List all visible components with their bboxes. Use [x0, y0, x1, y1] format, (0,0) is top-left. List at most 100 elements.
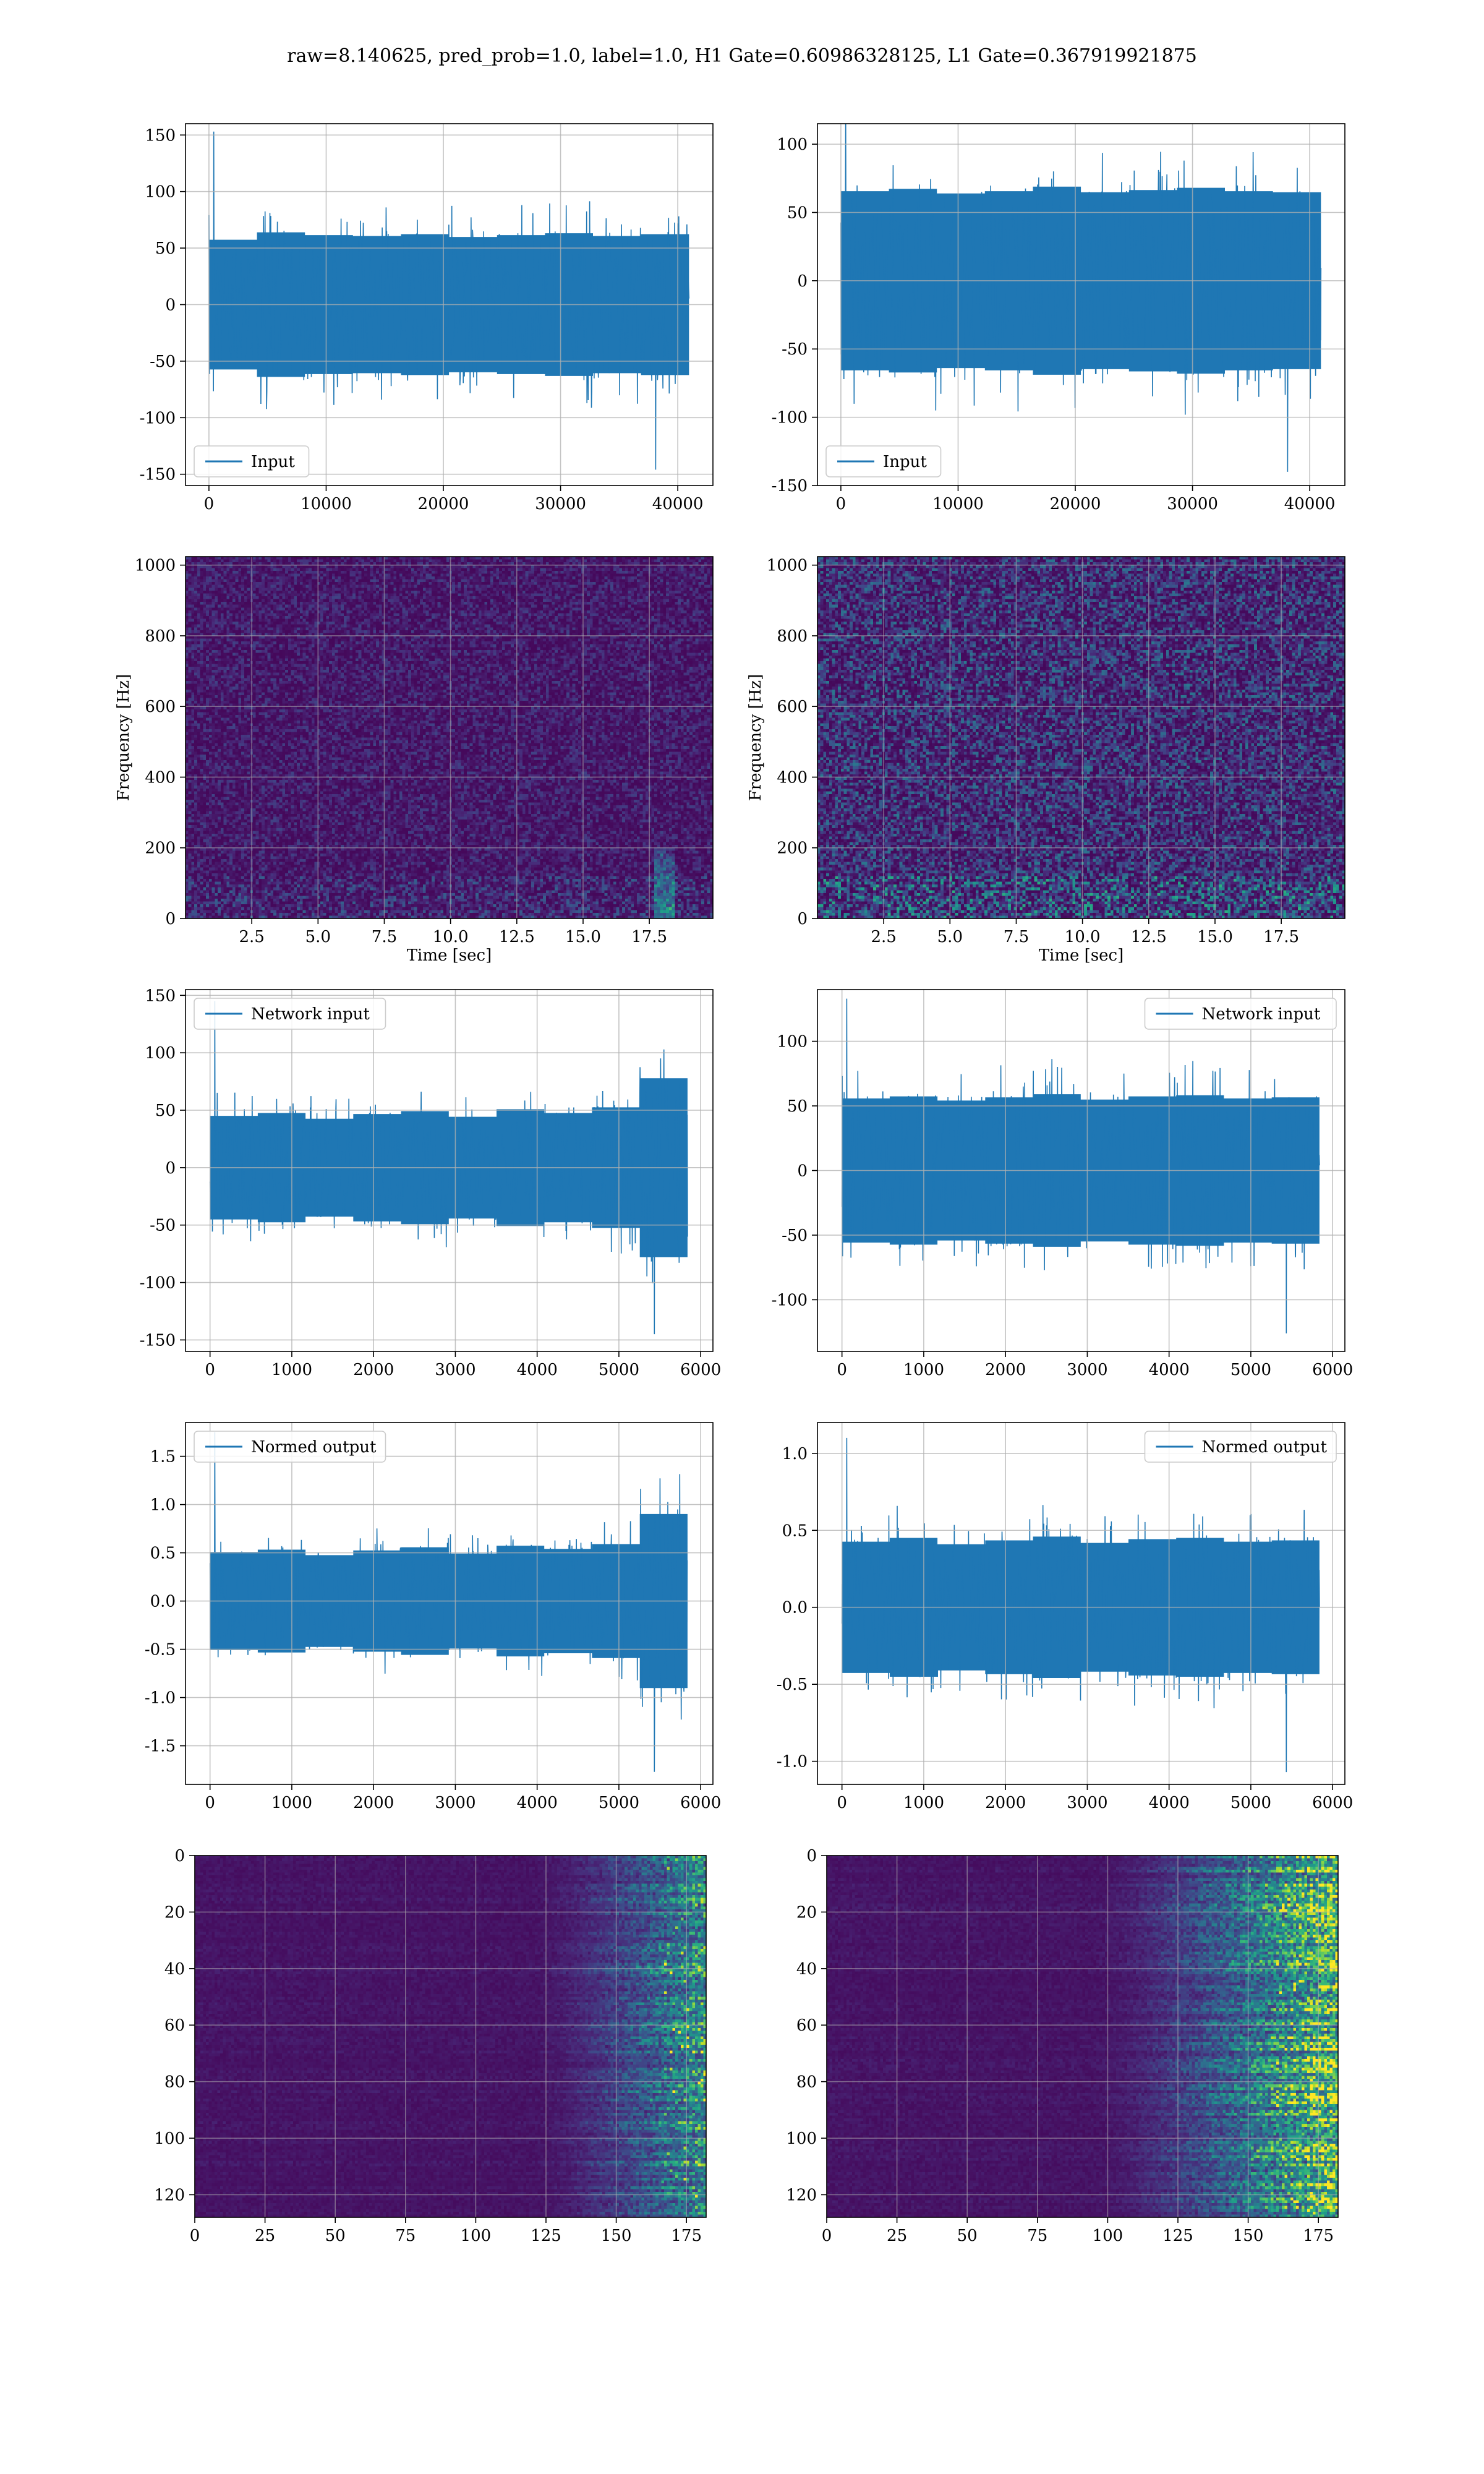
norm-l1-xtick-label-3: 3000	[1067, 1794, 1107, 1812]
input-h1-xtick-label-1: 10000	[301, 495, 352, 513]
input-l1-ytick-label-3: 0	[797, 272, 808, 291]
net-h1-xtick-label-3: 3000	[435, 1361, 475, 1379]
feat-l1-xtick-label-2: 50	[957, 2227, 978, 2245]
input-l1-ytick-label-0: -150	[772, 477, 808, 495]
input-l1-panel: 0 10000 20000 30000 40000 -150 -100 -50 0 50 100 In…	[772, 123, 1345, 513]
norm-l1-xtick-label-1: 1000	[903, 1794, 944, 1812]
feat-h1-xtick-label-4: 100	[461, 2227, 492, 2245]
norm-h1-ytick-label-3: 0.0	[150, 1593, 176, 1611]
net-h1-ytick-label-4: 50	[155, 1102, 176, 1120]
feat-l1-xtick-label-5: 125	[1162, 2227, 1193, 2245]
norm-l1-ytick-label-2: 0.0	[782, 1599, 808, 1617]
net-h1-xtick-label-2: 2000	[353, 1361, 394, 1379]
net-l1-ytick-label-1: -50	[782, 1226, 808, 1245]
net-h1-frame	[185, 989, 714, 1352]
spec-h1-ytick-label-1: 200	[145, 839, 176, 858]
feat-l1-xtick-label-4: 100	[1093, 2227, 1124, 2245]
norm-h1-ytick-label-4: 0.5	[150, 1544, 176, 1563]
spec-l1-xtick-label-5: 15.0	[1197, 928, 1233, 946]
feat-h1-frame	[194, 1855, 707, 2218]
spec-l1-image	[817, 557, 1345, 918]
net-l1-ytick-label-2: 0	[797, 1162, 808, 1181]
net-h1-panel: 0 1000 2000 3000 4000 5000 6000 -150 -100 -50 0 50 1…	[140, 987, 722, 1379]
spec-l1-ytick-label-2: 400	[777, 768, 808, 787]
input-h1-xtick-label-2: 20000	[418, 495, 469, 513]
spec-h1-ytick-label-3: 600	[145, 698, 176, 716]
input-h1-xtick-label-3: 30000	[535, 495, 586, 513]
net-h1-xtick-label-1: 1000	[271, 1361, 312, 1379]
norm-h1-ytick-label-5: 1.0	[150, 1496, 176, 1515]
feat-l1-ytick-label-0: 0	[806, 1847, 817, 1865]
feat-l1-ytick-label-6: 120	[786, 2186, 817, 2204]
net-l1-ytick-label-0: -100	[772, 1291, 808, 1309]
input-h1-series-line	[208, 131, 690, 470]
input-h1-xtick-label-0: 0	[204, 495, 215, 513]
net-l1-xtick-label-4: 4000	[1149, 1361, 1190, 1379]
input-h1-ytick-label-2: -50	[150, 353, 176, 371]
input-l1-xtick-label-1: 10000	[932, 495, 984, 513]
norm-l1-xtick-label-6: 6000	[1312, 1794, 1353, 1812]
spec-h1-xtick-label-3: 10.0	[433, 928, 469, 946]
net-l1-legend-label: Network input	[1202, 1005, 1321, 1024]
net-l1-ytick-label-4: 100	[777, 1033, 808, 1051]
norm-l1-panel: 0 1000 2000 3000 4000 5000 6000 -1.0 -0.5 0.0 0.5 1…	[777, 1422, 1353, 1812]
net-h1-ytick-label-6: 150	[145, 987, 176, 1005]
feat-h1-ytick-label-4: 80	[164, 2073, 185, 2092]
net-l1-xtick-label-3: 3000	[1067, 1361, 1107, 1379]
spec-h1-image	[186, 557, 713, 918]
spec-h1-xtick-label-5: 15.0	[565, 928, 601, 946]
spec-h1-xtick-label-2: 7.5	[372, 928, 397, 946]
norm-l1-ytick-label-3: 0.5	[782, 1522, 808, 1540]
norm-h1-ytick-label-0: -1.5	[145, 1737, 176, 1756]
net-h1-ytick-label-3: 0	[165, 1159, 176, 1178]
input-l1-legend-label: Input	[883, 453, 927, 471]
feat-l1-frame	[826, 1855, 1339, 2218]
net-l1-legend	[1144, 998, 1337, 1030]
spec-h1-ytick-label-4: 800	[145, 627, 176, 646]
norm-h1-ytick-label-1: -1.0	[145, 1689, 176, 1708]
feat-h1-xtick-label-5: 125	[531, 2227, 561, 2245]
feat-l1-xtick-label-1: 25	[887, 2227, 907, 2245]
net-h1-ytick-label-1: -100	[140, 1274, 176, 1293]
net-h1-xtick-label-6: 6000	[680, 1361, 721, 1379]
input-l1-xtick-label-0: 0	[836, 495, 846, 513]
feat-h1-panel: 0 25 50 75 100 125 150 175 0 20 40 60 80 100 120	[154, 1847, 707, 2245]
net-l1-xtick-label-5: 5000	[1230, 1361, 1271, 1379]
feat-h1-ytick-label-5: 100	[154, 2129, 185, 2148]
norm-l1-ytick-label-4: 1.0	[782, 1445, 808, 1463]
input-h1-ytick-label-3: 0	[165, 296, 176, 315]
spec-h1-ytick-label-5: 1000	[135, 557, 176, 575]
spec-l1-panel: 2.5 5.0 7.5 10.0 12.5 15.0 17.5 0 200 400 600 800 10…	[746, 556, 1345, 965]
net-h1-xtick-label-0: 0	[205, 1361, 215, 1379]
feat-l1-xtick-label-7: 175	[1303, 2227, 1334, 2245]
norm-h1-xtick-label-3: 3000	[435, 1794, 475, 1812]
spec-h1-ylabel: Frequency [Hz]	[114, 674, 133, 802]
feat-h1-image	[195, 1856, 706, 2217]
norm-h1-xtick-label-1: 1000	[271, 1794, 312, 1812]
norm-h1-ytick-label-2: -0.5	[145, 1641, 176, 1659]
input-l1-xtick-label-2: 20000	[1050, 495, 1101, 513]
spec-h1-panel: 2.5 5.0 7.5 10.0 12.5 15.0 17.5 0 200 400 600 800 10…	[114, 556, 714, 965]
net-l1-xtick-label-2: 2000	[985, 1361, 1026, 1379]
norm-h1-legend	[194, 1431, 386, 1463]
input-h1-xtick-label-4: 40000	[652, 495, 704, 513]
spec-l1-ylabel: Frequency [Hz]	[746, 674, 765, 802]
norm-h1-xtick-label-4: 4000	[517, 1794, 558, 1812]
spec-l1-ytick-label-1: 200	[777, 839, 808, 858]
net-l1-series-line	[841, 998, 1320, 1333]
feat-h1-xtick-label-6: 150	[601, 2227, 632, 2245]
net-h1-series-line	[209, 1001, 688, 1335]
net-h1-xtick-label-5: 5000	[599, 1361, 639, 1379]
spec-l1-ytick-label-0: 0	[797, 910, 808, 928]
spec-h1-ytick-label-2: 400	[145, 768, 176, 787]
norm-l1-legend-label: Normed output	[1202, 1438, 1328, 1457]
net-h1-legend-label: Network input	[251, 1005, 370, 1024]
norm-l1-xtick-label-2: 2000	[985, 1794, 1026, 1812]
input-l1-xtick-label-3: 30000	[1167, 495, 1218, 513]
norm-h1-xtick-label-6: 6000	[680, 1794, 721, 1812]
net-l1-xtick-label-1: 1000	[903, 1361, 944, 1379]
input-l1-ytick-label-1: -100	[772, 409, 808, 427]
net-l1-xtick-label-0: 0	[837, 1361, 847, 1379]
feat-h1-xtick-label-0: 0	[190, 2227, 200, 2245]
net-l1-xtick-label-6: 6000	[1312, 1361, 1353, 1379]
